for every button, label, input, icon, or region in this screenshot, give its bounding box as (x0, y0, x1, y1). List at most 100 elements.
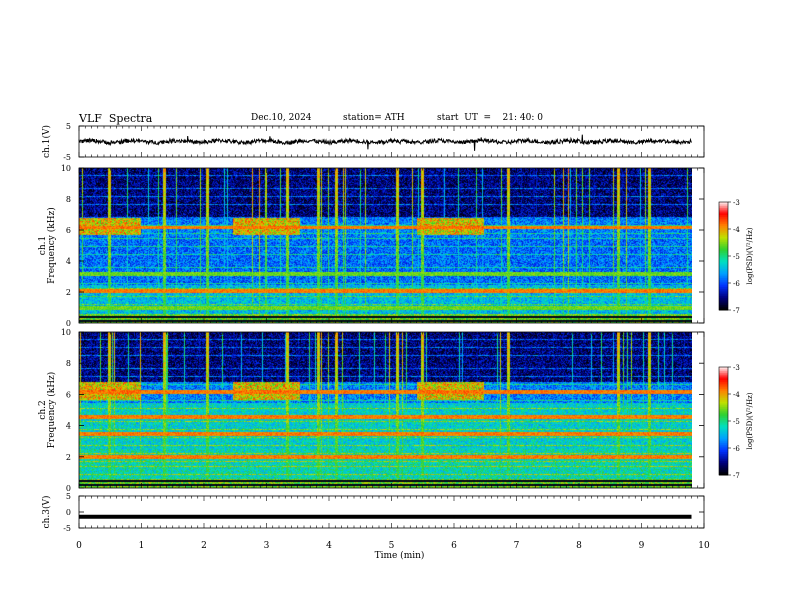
colorbar-ch2-seg-26 (719, 426, 728, 429)
ch1-waveform-line (78, 134, 692, 151)
colorbar-ch1-seg-16 (719, 279, 728, 282)
colorbar-ch2-seg-17 (719, 442, 728, 445)
colorbar-ch2-seg-23 (719, 431, 728, 435)
colorbar-ch2-seg-53 (719, 377, 728, 381)
ytick-label-s1-2: 2 (66, 288, 71, 297)
colorbar-ch2-seg-28 (719, 422, 728, 426)
spectrogram-ch2 (79, 332, 692, 488)
ylabel-w3-0: ch.3(V) (41, 496, 52, 529)
colorbar-ch1-seg-53 (719, 212, 728, 216)
colorbar-ch1-seg-18 (719, 275, 728, 279)
colorbar-ch1-seg-58 (719, 203, 728, 207)
colorbar-ch2-seg-20 (719, 437, 728, 440)
colorbar-ch1-seg-22 (719, 268, 728, 271)
ytick-label-s2-6: 6 (66, 390, 71, 399)
colorbar-ch1-seg-47 (719, 223, 728, 226)
spectrogram-ch1 (79, 168, 692, 323)
colorbar-ch1-seg-11 (719, 288, 728, 291)
colorbar-ch1-seg-9 (719, 292, 728, 295)
ytick-label-w3--5: -5 (63, 524, 71, 533)
colorbar-ch1-seg-30 (719, 254, 728, 257)
colorbar-ch2-seg-30 (719, 419, 728, 422)
ytick-label-s2-4: 4 (66, 422, 71, 431)
colorbar-ch2-seg-15 (719, 446, 728, 449)
colorbar-ch2-seg-21 (719, 435, 728, 438)
colorbar-ch1-seg-6 (719, 297, 728, 300)
ytick-label-s2-10: 10 (61, 328, 71, 337)
colorbar-ch1-seg-50 (719, 218, 728, 221)
colorbar-ch1-seg-36 (719, 243, 728, 246)
colorbar-ch2-seg-38 (719, 404, 728, 408)
colorbar-ch2-seg-58 (719, 368, 728, 372)
colorbar-ch2-seg-44 (719, 394, 728, 397)
xtick-label-0: 0 (76, 541, 82, 551)
colorbar-ch2-seg-35 (719, 410, 728, 413)
colorbar-ch1-seg-4 (719, 301, 728, 304)
colorbar-ch1-seg-29 (719, 256, 728, 259)
ytick-label-s1-8: 8 (66, 195, 71, 204)
colorbar-ch2-seg-4 (719, 466, 728, 469)
xtick-label-1: 1 (139, 541, 145, 551)
colorbar-ch1-seg-57 (719, 205, 728, 208)
colorbar-ch2-seg-52 (719, 379, 728, 382)
colorbar-ch1-seg-12 (719, 286, 728, 289)
colorbar-ch1-seg-0 (719, 308, 728, 311)
station-label: station= ATH (343, 113, 405, 123)
colorbar-ch2-seg-36 (719, 408, 728, 411)
xtick-label-6: 6 (451, 541, 457, 551)
ylabel-s2-1: Frequency (kHz) (46, 372, 57, 449)
xtick-label-3: 3 (264, 541, 270, 551)
ylabel-w1-0: ch.1(V) (41, 125, 52, 158)
colorbar-ch2-seg-2 (719, 469, 728, 472)
xtick-label-5: 5 (389, 541, 395, 551)
colorbar-ch1-seg-19 (719, 274, 728, 277)
colorbar-ch2-seg-45 (719, 392, 728, 395)
colorbar-tick-label-ch2--3: -3 (733, 364, 740, 372)
colorbar-tick-label-ch2--7: -7 (733, 472, 740, 480)
colorbar-ch1-seg-51 (719, 216, 728, 219)
colorbar-ch1-seg-15 (719, 281, 728, 284)
ylabel-s1-1: Frequency (kHz) (46, 207, 57, 284)
colorbar-ch1-seg-54 (719, 211, 728, 214)
colorbar-ch2-seg-7 (719, 460, 728, 463)
colorbar-tick-label-ch1--5: -5 (733, 253, 740, 261)
colorbar-ch2-seg-0 (719, 473, 728, 476)
xtick-label-2: 2 (201, 541, 207, 551)
colorbar-ch1-seg-46 (719, 225, 728, 228)
colorbar-ch1-seg-35 (719, 245, 728, 248)
start-ut-label: start UT = 21: 40: 0 (437, 113, 543, 123)
colorbar-ch2-seg-57 (719, 370, 728, 373)
colorbar-ch1-seg-17 (719, 277, 728, 280)
colorbar-ch2-seg-50 (719, 383, 728, 386)
colorbar-ch1-seg-37 (719, 241, 728, 244)
colorbar-ch2-seg-55 (719, 374, 728, 377)
colorbar-ch2-seg-59 (719, 367, 728, 370)
colorbar-ch1-seg-41 (719, 234, 728, 237)
colorbar-ch2-seg-3 (719, 467, 728, 471)
colorbar-tick-label-ch1--6: -6 (733, 280, 740, 288)
colorbar-ch2-seg-5 (719, 464, 728, 467)
colorbar-ch1-seg-21 (719, 270, 728, 273)
colorbar-ch2-seg-47 (719, 388, 728, 391)
colorbar-ch1-seg-20 (719, 272, 728, 275)
colorbar-ch2-seg-27 (719, 424, 728, 427)
colorbar-ch1-seg-2 (719, 304, 728, 307)
colorbar-ch2-seg-48 (719, 386, 728, 390)
colorbar-ch1-seg-44 (719, 229, 728, 232)
colorbar-ch2-seg-54 (719, 376, 728, 379)
colorbar-ch2-seg-32 (719, 415, 728, 418)
colorbar-ch1-seg-33 (719, 248, 728, 252)
colorbar-ch2-seg-19 (719, 439, 728, 442)
colorbar-ch1-seg-28 (719, 257, 728, 261)
colorbar-ch2-seg-18 (719, 440, 728, 444)
colorbar-ch1-seg-24 (719, 265, 728, 268)
colorbar-ch2-seg-49 (719, 385, 728, 388)
colorbar-ch2-seg-37 (719, 406, 728, 409)
ytick-label-w3-0: 0 (66, 508, 71, 517)
xtick-label-8: 8 (576, 541, 582, 551)
colorbar-ch1-seg-26 (719, 261, 728, 264)
colorbar-ch1-seg-8 (719, 293, 728, 297)
colorbar-ch1-seg-38 (719, 239, 728, 243)
colorbar-ch2-seg-10 (719, 455, 728, 458)
colorbar-ch2-seg-13 (719, 449, 728, 453)
